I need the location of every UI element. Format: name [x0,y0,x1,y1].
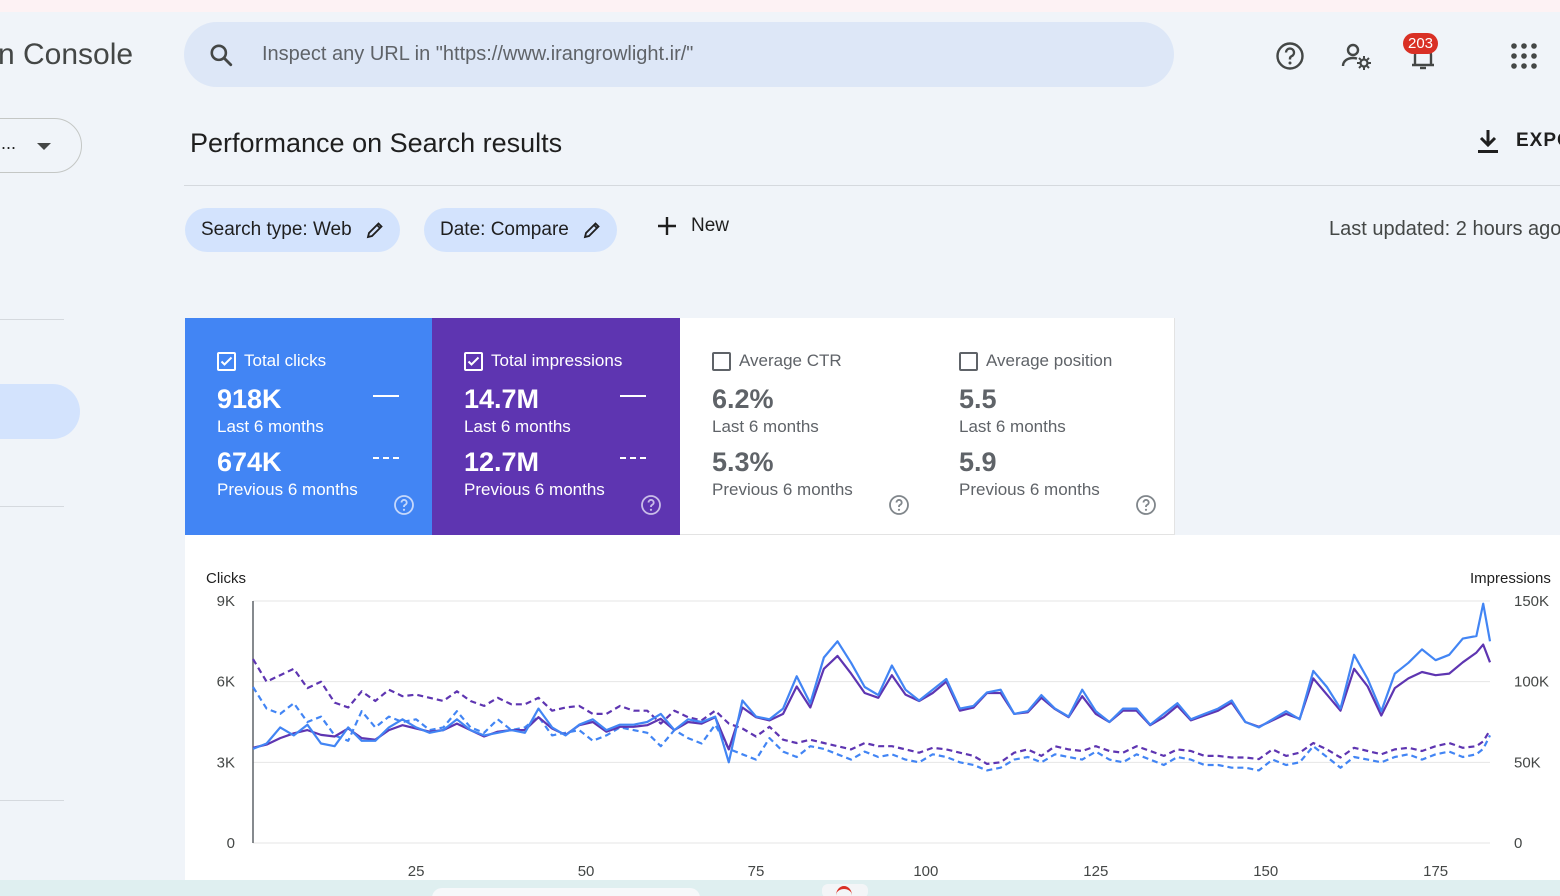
y-right-tick-label: 50K [1514,754,1541,771]
metric-current-value: 5.5 [959,384,997,414]
edit-pencil-icon[interactable] [366,221,384,239]
metric-card-header: Total clicks [217,351,326,371]
metric-current-value: 918K [217,384,282,414]
metric-card-total-impressions[interactable]: Total impressions 14.7M Last 6 months 12… [432,318,680,535]
x-tick-label: 125 [1083,863,1108,880]
y-left-tick-label: 3K [217,754,235,771]
metric-card-average-ctr[interactable]: Average CTR 6.2% Last 6 months 5.3% Prev… [680,318,928,535]
metric-previous-value: 12.7M [464,447,540,477]
y-right-tick-label: 150K [1514,593,1549,610]
checkbox-unchecked[interactable] [959,351,978,371]
apps-grid-icon[interactable] [1508,40,1540,72]
help-icon[interactable] [640,494,662,516]
notification-count-badge: 203 [1403,33,1439,54]
checkbox-unchecked[interactable] [712,351,731,371]
x-tick-label: 175 [1423,863,1448,880]
y-right-tick-label: 0 [1514,835,1522,852]
metric-current-period: Last 6 months [712,417,819,436]
series-line-clicks-current[interactable] [252,602,1492,764]
y-axis-right-title: Impressions [1470,570,1551,587]
metric-label: Total clicks [244,351,327,370]
series-line-impressions-previous[interactable] [252,658,1491,765]
metric-label: Average position [986,351,1113,370]
url-inspection-search-bar[interactable] [184,22,1174,87]
add-filter-new-button[interactable]: New [655,214,729,238]
checkbox-checked[interactable] [217,351,236,371]
legend-solid-line [373,395,399,397]
y-axis-left-title: Clicks [206,570,246,587]
legend-dashed-line [373,457,399,459]
dropdown-caret-icon [37,143,51,150]
legend-dashed-line [620,457,646,459]
plus-icon [658,217,676,235]
y-left-tick-label: 6K [217,674,235,691]
x-tick-label: 100 [913,863,938,880]
y-left-tick-label: 9K [217,593,235,610]
export-label: EXPO [1516,130,1560,151]
x-tick-label: 150 [1253,863,1278,880]
taskbar-app-icon[interactable] [822,884,868,896]
taskbar-window-tab[interactable] [432,888,700,896]
sidebar-divider [0,319,64,320]
y-left-tick-label: 0 [227,835,235,852]
filter-chip-search-type-label: Search type: Web [201,219,352,240]
y-right-tick-label: 100K [1514,674,1549,691]
search-icon[interactable] [208,42,234,68]
metric-previous-period: Previous 6 months [959,480,1100,499]
metric-current-period: Last 6 months [217,417,324,436]
metric-card-header: Average CTR [712,351,842,371]
property-selector[interactable]: ... [0,118,82,173]
filter-chip-search-type[interactable]: Search type: Web [185,208,400,252]
filter-chip-date-label: Date: Compare [440,219,569,240]
app-brand-title: n Console [0,38,134,71]
performance-line-chart[interactable]: Clicks Impressions 9K 150K 6K 100K 3K 50K 0 0 25… [185,535,1560,885]
metric-previous-value: 5.3% [712,447,774,477]
sidebar-item-performance-selected[interactable] [0,384,80,439]
download-icon [1478,130,1498,153]
metric-previous-period: Previous 6 months [217,480,358,499]
metric-current-value: 14.7M [464,384,540,414]
page-title: Performance on Search results [190,128,563,158]
metric-current-period: Last 6 months [959,417,1066,436]
x-tick-label: 25 [408,863,425,880]
x-tick-label: 50 [578,863,595,880]
header-divider [184,185,1560,186]
help-icon[interactable] [1274,40,1306,72]
metric-label: Total impressions [491,351,623,370]
series-line-impressions-current[interactable] [252,643,1492,751]
metric-previous-value: 5.9 [959,447,997,477]
metric-label: Average CTR [739,351,842,370]
series-line-clicks-previous[interactable] [252,686,1491,772]
metric-card-total-clicks[interactable]: Total clicks 918K Last 6 months 674K Pre… [185,318,433,535]
os-taskbar [0,880,1560,896]
sidebar-divider [0,506,64,507]
performance-chart[interactable]: Clicks Impressions 9K 150K 6K 100K 3K 50K 0 0 25… [185,535,1560,885]
browser-top-strip [0,0,1560,12]
metric-previous-period: Previous 6 months [464,480,605,499]
metric-card-header: Average position [959,351,1112,371]
checkbox-checked[interactable] [464,351,483,371]
metric-current-value: 6.2% [712,384,774,414]
metric-current-period: Last 6 months [464,417,571,436]
new-button-label: New [691,215,730,236]
legend-solid-line [620,395,646,397]
last-updated-text: Last updated: 2 hours ago [1329,218,1560,240]
metric-previous-period: Previous 6 months [712,480,853,499]
x-tick-label: 75 [748,863,765,880]
metric-previous-value: 674K [217,447,282,477]
property-name-truncated: ... [1,133,17,153]
filter-chip-date[interactable]: Date: Compare [424,208,617,252]
help-icon[interactable] [1135,494,1157,516]
url-inspection-input[interactable] [262,32,1142,76]
sidebar-divider [0,800,64,801]
user-settings-icon[interactable] [1340,40,1372,72]
metric-card-average-position[interactable]: Average position 5.5 Last 6 months 5.9 P… [927,318,1175,535]
help-icon[interactable] [888,494,910,516]
metric-card-header: Total impressions [464,351,622,371]
help-icon[interactable] [393,494,415,516]
export-button[interactable]: EXPO [1476,128,1560,154]
edit-pencil-icon[interactable] [583,221,601,239]
